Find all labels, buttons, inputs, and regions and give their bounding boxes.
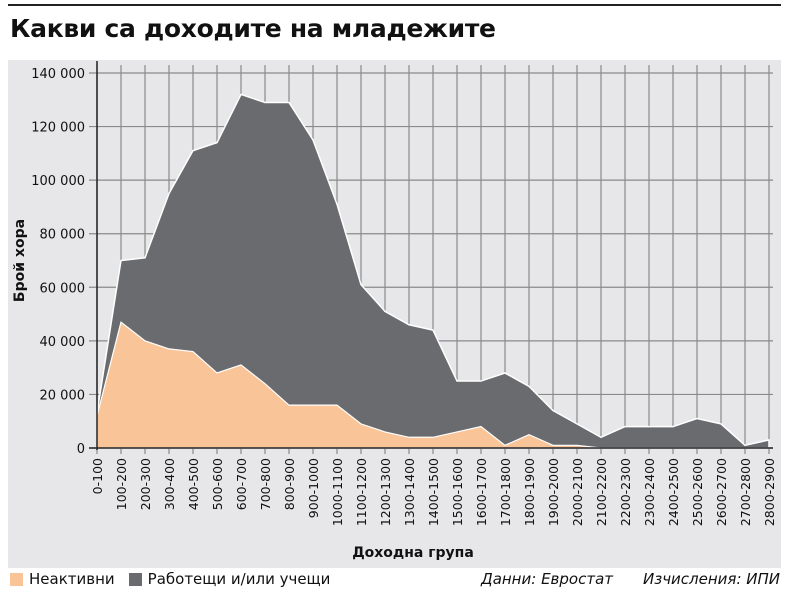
x-tick-label: 2400-2500: [666, 458, 681, 526]
x-tick-label: 1200-1300: [378, 458, 393, 526]
x-tick-label: 400-500: [186, 458, 201, 510]
x-tick-label: 1300-1400: [402, 458, 417, 526]
x-tick-label: 1000-1100: [330, 458, 345, 526]
x-tick-label: 100-200: [114, 458, 129, 510]
x-tick-label: 700-800: [258, 458, 273, 510]
x-tick-label: 2600-2700: [714, 458, 729, 526]
y-tick-label: 40 000: [40, 335, 86, 350]
legend-item-inactive: Неактивни: [10, 570, 115, 588]
y-tick-label: 20 000: [40, 388, 86, 403]
y-tick-label: 140 000: [31, 67, 85, 82]
x-tick-label: 2700-2800: [738, 458, 753, 526]
x-tick-label: 0-100: [90, 458, 105, 494]
source-note: Данни: Евростат: [480, 570, 613, 588]
legend-swatch: [10, 572, 23, 586]
y-tick-label: 80 000: [40, 228, 86, 243]
x-tick-label: 2500-2600: [690, 458, 705, 526]
x-tick-label: 2000-2100: [570, 458, 585, 526]
legend-swatch: [128, 572, 142, 586]
x-tick-label: 300-400: [162, 458, 177, 510]
x-tick-label: 1600-1700: [474, 458, 489, 526]
x-tick-label: 200-300: [138, 458, 153, 510]
y-tick-label: 100 000: [31, 174, 85, 189]
x-tick-label: 1700-1800: [498, 458, 513, 526]
y-tick-label: 0: [77, 442, 85, 457]
legend-label: Неактивни: [29, 570, 115, 588]
x-tick-label: 500-600: [210, 458, 225, 510]
x-tick-label: 2200-2300: [618, 458, 633, 526]
x-tick-label: 900-1000: [306, 458, 321, 518]
x-tick-label: 1500-1600: [450, 458, 465, 526]
x-tick-label: 2300-2400: [642, 458, 657, 526]
x-tick-label: 800-900: [282, 458, 297, 510]
chart-title: Какви са доходите на младежите: [10, 14, 496, 43]
legend-item-working: Работещи и/или учещи: [128, 570, 331, 588]
x-tick-label: 1400-1500: [426, 458, 441, 526]
x-axis-title: Доходна група: [352, 545, 474, 561]
top-rule: [8, 4, 781, 6]
area-working: [96, 93, 770, 449]
x-tick-label: 1800-1900: [522, 458, 537, 526]
legend-label: Работещи и/или учещи: [147, 570, 331, 588]
y-tick-label: 120 000: [31, 121, 85, 136]
y-axis-title: Брой хора: [12, 219, 28, 302]
legend: Неактивни Работещи и/или учещи Данни: Ев…: [10, 570, 780, 588]
y-tick-label: 60 000: [40, 281, 86, 296]
calc-note: Изчисления: ИПИ: [643, 570, 780, 588]
x-tick-label: 2100-2200: [594, 458, 609, 526]
x-tick-label: 600-700: [234, 458, 249, 510]
x-tick-label: 1900-2000: [546, 458, 561, 526]
x-tick-label: 2800-2900: [762, 458, 777, 526]
x-tick-label: 1100-1200: [354, 458, 369, 526]
